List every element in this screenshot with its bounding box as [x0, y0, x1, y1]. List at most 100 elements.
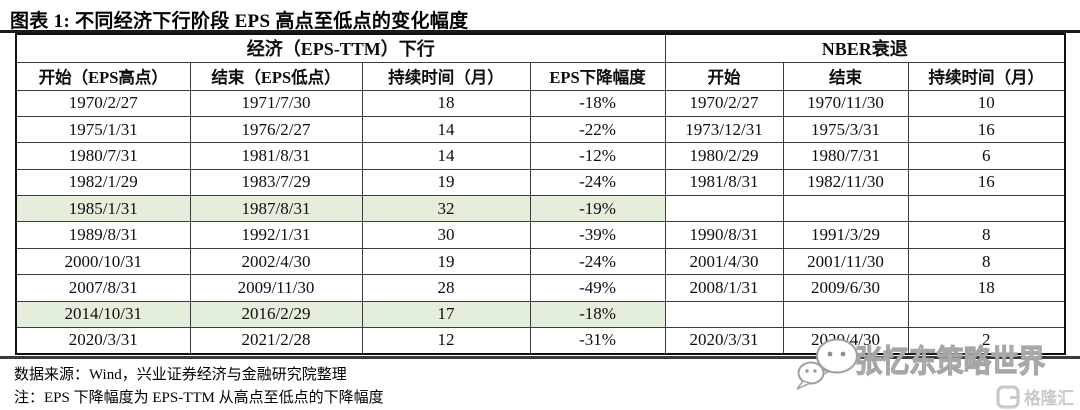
table-cell: 1981/8/31: [189, 142, 363, 170]
table-cell: -18%: [529, 300, 666, 329]
table-cell: 1970/2/27: [664, 89, 784, 117]
table-row: 2014/10/31 2016/2/29 17 -18%: [15, 300, 1066, 329]
table-cell: [782, 300, 909, 329]
table-body: 1970/2/27 1971/7/30 18 -18% 1970/2/27 1970/11…: [15, 89, 1066, 355]
table-cell: 2001/11/30: [782, 247, 909, 276]
table-cell: 2: [907, 327, 1066, 355]
col-header-eps-peak-start: 开始（EPS高点）: [15, 61, 191, 91]
table-cell: 1971/7/30: [189, 89, 363, 117]
table-cell: 19: [361, 168, 531, 197]
table-cell: 2009/6/30: [782, 274, 909, 302]
table-cell: [664, 195, 784, 223]
gelonghui-logo-text: 格隆汇: [1024, 388, 1074, 408]
table-group-header-row: 经济（EPS-TTM）下行 NBER衰退: [15, 33, 1066, 63]
table-cell: 32: [361, 195, 531, 223]
table-cell: 2000/10/31: [15, 247, 191, 276]
col-header-eps-decline: EPS下降幅度: [529, 61, 666, 91]
data-source-note: 数据来源：Wind，兴业证券经济与金融研究院整理: [14, 367, 347, 383]
table-cell: 18: [907, 274, 1066, 302]
gelonghui-logo-icon: [996, 385, 1020, 409]
table-cell: -24%: [529, 168, 666, 197]
table-cell: -31%: [529, 327, 666, 355]
table-cell: 1992/1/31: [189, 221, 363, 249]
table-cell: 1981/8/31: [664, 168, 784, 197]
table-cell: 1975/1/31: [15, 115, 191, 144]
table-cell: 1987/8/31: [189, 195, 363, 223]
table-row: 2007/8/31 2009/11/30 28 -49% 2008/1/31 2009/6…: [15, 274, 1066, 302]
table-cell: 1976/2/27: [189, 115, 363, 144]
col-header-nber-end: 结束: [782, 61, 909, 91]
table-row: 1980/7/31 1981/8/31 14 -12% 1980/2/29 1980/7/…: [15, 142, 1066, 170]
table-row: 1975/1/31 1976/2/27 14 -22% 1973/12/31 1975/3…: [15, 115, 1066, 144]
table-cell: 1989/8/31: [15, 221, 191, 249]
col-header-duration-months: 持续时间（月）: [361, 61, 531, 91]
table-cell: -12%: [529, 142, 666, 170]
table-cell: 30: [361, 221, 531, 249]
col-header-eps-trough-end: 结束（EPS低点）: [189, 61, 363, 91]
figure-title: 图表 1: 不同经济下行阶段 EPS 高点至低点的变化幅度: [10, 11, 469, 32]
table-cell: 12: [361, 327, 531, 355]
table-cell: 2007/8/31: [15, 274, 191, 302]
table-cell: -18%: [529, 89, 666, 117]
table-cell: 2020/3/31: [664, 327, 784, 355]
table-cell: 1973/12/31: [664, 115, 784, 144]
table-column-header-row: 开始（EPS高点） 结束（EPS低点） 持续时间（月） EPS下降幅度 开始 结…: [15, 61, 1066, 91]
table-cell: 1975/3/31: [782, 115, 909, 144]
eps-drawdown-table: 经济（EPS-TTM）下行 NBER衰退 开始（EPS高点） 结束（EPS低点）…: [15, 33, 1067, 355]
table-cell: 8: [907, 221, 1066, 249]
table-row: 2000/10/31 2002/4/30 19 -24% 2001/4/30 2001/1…: [15, 247, 1066, 276]
table-cell: 1980/2/29: [664, 142, 784, 170]
table-cell: 1991/3/29: [782, 221, 909, 249]
table-cell: 28: [361, 274, 531, 302]
table-cell: 2020/3/31: [15, 327, 191, 355]
table-cell: 2001/4/30: [664, 247, 784, 276]
table-cell: 2016/2/29: [189, 300, 363, 329]
group-header-nber-recession: NBER衰退: [664, 33, 1066, 63]
table-cell: 1980/7/31: [782, 142, 909, 170]
table-cell: 2002/4/30: [189, 247, 363, 276]
table-cell: 1983/7/29: [189, 168, 363, 197]
table-cell: 19: [361, 247, 531, 276]
footnote: 注：EPS 下降幅度为 EPS-TTM 从高点至低点的下降幅度: [14, 390, 384, 406]
title-underline: [0, 30, 1080, 33]
table-cell: 2014/10/31: [15, 300, 191, 329]
table-cell: 1980/7/31: [15, 142, 191, 170]
col-header-nber-duration: 持续时间（月）: [907, 61, 1066, 91]
table-cell: 2020/4/30: [782, 327, 909, 355]
table-cell: [907, 300, 1066, 329]
table-cell: 10: [907, 89, 1066, 117]
table-cell: [782, 195, 909, 223]
table-cell: -19%: [529, 195, 666, 223]
table-cell: -24%: [529, 247, 666, 276]
table-cell: 2009/11/30: [189, 274, 363, 302]
table-row: 1982/1/29 1983/7/29 19 -24% 1981/8/31 1982/11…: [15, 168, 1066, 197]
table-cell: 18: [361, 89, 531, 117]
table-cell: [907, 195, 1066, 223]
table-cell: -22%: [529, 115, 666, 144]
table-cell: 14: [361, 142, 531, 170]
table-bottom-rule: [0, 356, 1080, 359]
table-cell: -49%: [529, 274, 666, 302]
table-cell: 1990/8/31: [664, 221, 784, 249]
table-cell: 17: [361, 300, 531, 329]
table-cell: 2021/2/28: [189, 327, 363, 355]
group-header-eps-ttm-downturn: 经济（EPS-TTM）下行: [15, 33, 666, 63]
table-row: 2020/3/31 2021/2/28 12 -31% 2020/3/31 2020/4/…: [15, 327, 1066, 355]
table-cell: 6: [907, 142, 1066, 170]
table-row: 1970/2/27 1971/7/30 18 -18% 1970/2/27 1970/11…: [15, 89, 1066, 117]
table-cell: 1982/1/29: [15, 168, 191, 197]
table-cell: 16: [907, 115, 1066, 144]
table-row: 1989/8/31 1992/1/31 30 -39% 1990/8/31 1991/3/…: [15, 221, 1066, 249]
table-row: 1985/1/31 1987/8/31 32 -19%: [15, 195, 1066, 223]
table-cell: 1982/11/30: [782, 168, 909, 197]
table-cell: 1970/2/27: [15, 89, 191, 117]
table-cell: 16: [907, 168, 1066, 197]
table-cell: 1970/11/30: [782, 89, 909, 117]
table-cell: 8: [907, 247, 1066, 276]
table-cell: 14: [361, 115, 531, 144]
table-cell: 2008/1/31: [664, 274, 784, 302]
col-header-nber-start: 开始: [664, 61, 784, 91]
table-cell: -39%: [529, 221, 666, 249]
table-cell: 1985/1/31: [15, 195, 191, 223]
